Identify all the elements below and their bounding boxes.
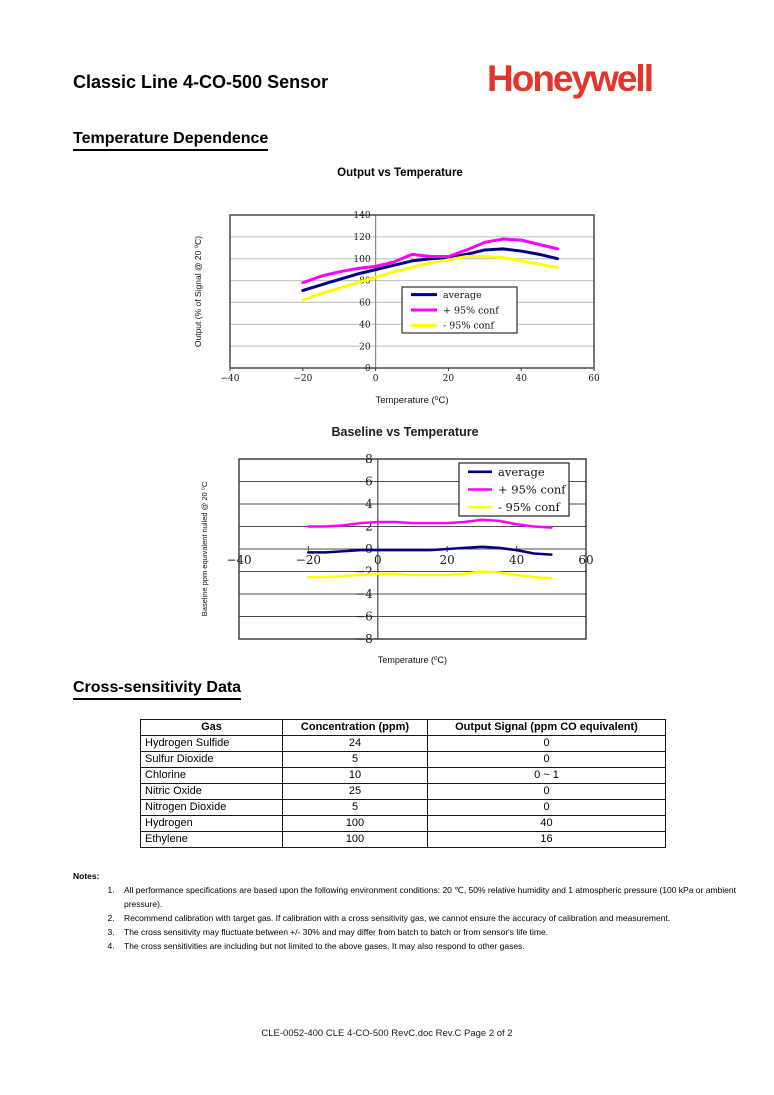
footer-text: CLE-0052-400 CLE 4-CO-500 RevC.doc Rev.C… bbox=[261, 1028, 513, 1039]
svg-text:−8: −8 bbox=[355, 632, 373, 646]
note-item: The cross sensitivity may fluctuate betw… bbox=[117, 925, 739, 939]
table-cell: Nitric Oxide bbox=[140, 783, 283, 800]
table-cell: 16 bbox=[427, 831, 666, 848]
svg-text:- 95% conf: - 95% conf bbox=[498, 500, 561, 514]
table-row: Chlorine 10 0 ~ 1 bbox=[140, 767, 666, 784]
table-row: Nitrogen Dioxide 5 0 bbox=[140, 799, 666, 816]
svg-text:Baseline ppm equivalent nulled: Baseline ppm equivalent nulled @ 20 ⁰C bbox=[200, 481, 209, 616]
table-cell: Sulfur Dioxide bbox=[140, 751, 283, 768]
note-item: Recommend calibration with target gas. I… bbox=[117, 911, 739, 925]
table-cell: 10 bbox=[282, 767, 428, 784]
svg-text:20: 20 bbox=[443, 374, 455, 384]
note-item: All performance specifications are based… bbox=[117, 883, 739, 911]
svg-text:Output (% of Signal @ 20 ⁰C): Output (% of Signal @ 20 ⁰C) bbox=[193, 236, 203, 347]
svg-text:average: average bbox=[498, 465, 545, 479]
svg-text:20: 20 bbox=[359, 342, 371, 352]
svg-text:+ 95% conf: + 95% conf bbox=[498, 483, 566, 497]
table-cell: Ethylene bbox=[140, 831, 283, 848]
svg-text:−20: −20 bbox=[296, 553, 321, 567]
svg-text:40: 40 bbox=[359, 320, 371, 330]
table-cell: 0 ~ 1 bbox=[427, 767, 666, 784]
svg-text:40: 40 bbox=[509, 553, 524, 567]
table-row: Sulfur Dioxide 5 0 bbox=[140, 751, 666, 768]
svg-text:0: 0 bbox=[365, 364, 371, 374]
svg-text:average: average bbox=[443, 290, 482, 301]
page-title: Classic Line 4-CO-500 Sensor bbox=[73, 72, 329, 92]
svg-text:−6: −6 bbox=[355, 610, 373, 624]
section-heading-cross-sensitivity: Cross-sensitivity Data bbox=[73, 679, 242, 700]
note-item: The cross sensitivities are including bu… bbox=[117, 939, 739, 953]
table-cell: 5 bbox=[282, 799, 428, 816]
svg-text:Temperature (⁰C): Temperature (⁰C) bbox=[378, 655, 447, 665]
table-cell: 5 bbox=[282, 751, 428, 768]
table-row: Ethylene 100 16 bbox=[140, 831, 666, 848]
chart2-title: Baseline vs Temperature bbox=[331, 425, 479, 439]
table-cell: 24 bbox=[282, 735, 428, 752]
svg-text:60: 60 bbox=[578, 553, 593, 567]
svg-text:−40: −40 bbox=[221, 374, 240, 384]
table-row: Nitric Oxide 25 0 bbox=[140, 783, 666, 800]
svg-text:60: 60 bbox=[588, 374, 600, 384]
table-row: Hydrogen Sulfide 24 0 bbox=[140, 735, 666, 752]
table-header-row: Gas Concentration (ppm) Output Signal (ppm… bbox=[140, 719, 666, 736]
svg-text:Temperature (⁰C): Temperature (⁰C) bbox=[376, 395, 449, 406]
svg-text:−4: −4 bbox=[355, 587, 373, 601]
svg-text:40: 40 bbox=[515, 374, 527, 384]
table-cell: 100 bbox=[282, 815, 428, 832]
svg-text:6: 6 bbox=[365, 475, 373, 489]
table-cell: 40 bbox=[427, 815, 666, 832]
table-cell: 0 bbox=[427, 751, 666, 768]
notes-list: All performance specifications are based… bbox=[89, 883, 739, 953]
svg-text:4: 4 bbox=[365, 497, 373, 511]
svg-text:- 95% conf: - 95% conf bbox=[443, 321, 496, 332]
svg-text:0: 0 bbox=[373, 374, 379, 384]
table-cell: 0 bbox=[427, 783, 666, 800]
table-header-cell: Concentration (ppm) bbox=[282, 719, 428, 736]
svg-text:60: 60 bbox=[359, 299, 371, 309]
svg-text:2: 2 bbox=[365, 520, 373, 534]
table-cell: Nitrogen Dioxide bbox=[140, 799, 283, 816]
chart1-title: Output vs Temperature bbox=[337, 167, 463, 179]
table-cell: 100 bbox=[282, 831, 428, 848]
table-cell: Hydrogen Sulfide bbox=[140, 735, 283, 752]
svg-text:140: 140 bbox=[353, 211, 370, 221]
table-cell: 0 bbox=[427, 799, 666, 816]
svg-text:−40: −40 bbox=[226, 553, 251, 567]
cross-sensitivity-table: Gas Concentration (ppm) Output Signal (ppm… bbox=[140, 719, 666, 848]
svg-text:+ 95% conf: + 95% conf bbox=[443, 305, 500, 316]
svg-text:−20: −20 bbox=[293, 374, 312, 384]
table-cell: 25 bbox=[282, 783, 428, 800]
honeywell-logo: Honeywell bbox=[487, 58, 654, 99]
svg-text:120: 120 bbox=[353, 233, 370, 243]
table-row: Hydrogen 100 40 bbox=[140, 815, 666, 832]
svg-text:0: 0 bbox=[374, 553, 382, 567]
table-header-cell: Gas bbox=[140, 719, 283, 736]
notes-label: Notes: bbox=[73, 871, 100, 881]
table-cell: Chlorine bbox=[140, 767, 283, 784]
table-cell: 0 bbox=[427, 735, 666, 752]
table-cell: Hydrogen bbox=[140, 815, 283, 832]
svg-text:−2: −2 bbox=[355, 565, 373, 579]
svg-text:8: 8 bbox=[365, 452, 373, 466]
svg-text:100: 100 bbox=[353, 255, 370, 265]
table-header-cell: Output Signal (ppm CO equivalent) bbox=[427, 719, 666, 736]
svg-text:20: 20 bbox=[440, 553, 455, 567]
section-heading-temperature: Temperature Dependence bbox=[73, 130, 269, 151]
